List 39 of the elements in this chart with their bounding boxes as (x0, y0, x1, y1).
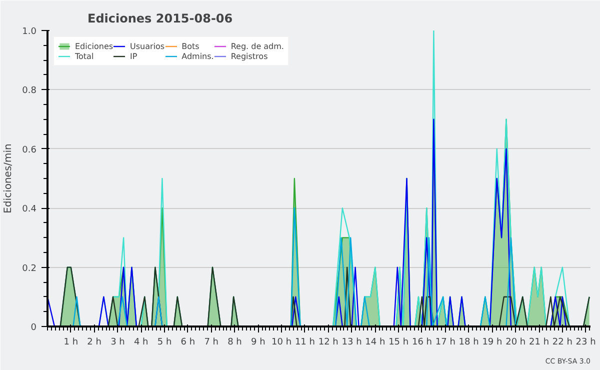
x-tick-label: 2 h (87, 338, 102, 348)
y-tick-label: 0.6 (22, 145, 37, 156)
x-tick-label: 17 h (435, 338, 456, 348)
chart-title: Ediciones 2015-08-06 (88, 12, 233, 26)
x-tick-label: 9 h (251, 338, 266, 348)
x-tick-label: 21 h (529, 338, 550, 348)
x-tick-label: 1 h (64, 338, 78, 348)
x-tick-label: 20 h (506, 338, 526, 348)
x-tick-label: 5 h (157, 338, 172, 348)
legend-label: Admins. (182, 51, 214, 61)
x-tick-label: 22 h (552, 338, 572, 348)
y-tick-label: 0.8 (22, 86, 37, 96)
x-tick-label: 15 h (388, 338, 409, 348)
x-tick-label: 11 h (294, 338, 315, 348)
x-tick-label: 18 h (458, 338, 479, 348)
legend-label: Total (75, 51, 95, 61)
x-tick-label: 14 h (365, 338, 386, 348)
legend-label: Reg. de adm. (230, 41, 284, 51)
x-tick-label: 7 h (204, 338, 218, 348)
legend-label: Ediciones (75, 41, 114, 51)
x-tick-label: 8 h (228, 338, 242, 348)
x-tick-label: 6 h (180, 338, 196, 348)
y-tick-label: 0.2 (22, 264, 37, 274)
x-tick-label: 12 h (318, 338, 338, 348)
legend-label: Registros (230, 51, 268, 61)
y-tick-label: 0 (30, 323, 37, 333)
legend-label: Usuarios (130, 41, 165, 51)
x-tick-label: 10 h (272, 338, 292, 348)
x-tick-label: 13 h (342, 338, 362, 348)
x-tick-label: 16 h (412, 338, 432, 348)
x-tick-label: 23 h (576, 338, 596, 348)
y-axis-title: Ediciones/min (3, 144, 14, 214)
x-tick-label: 4 h (134, 338, 148, 348)
legend-label: IP (130, 51, 138, 61)
x-tick-label: 19 h (482, 338, 502, 348)
y-tick-label: 0.4 (22, 204, 37, 215)
y-tick-label: 1.0 (22, 27, 37, 37)
legend-label: Bots (182, 41, 200, 51)
x-tick-label: 3 h (110, 338, 125, 348)
